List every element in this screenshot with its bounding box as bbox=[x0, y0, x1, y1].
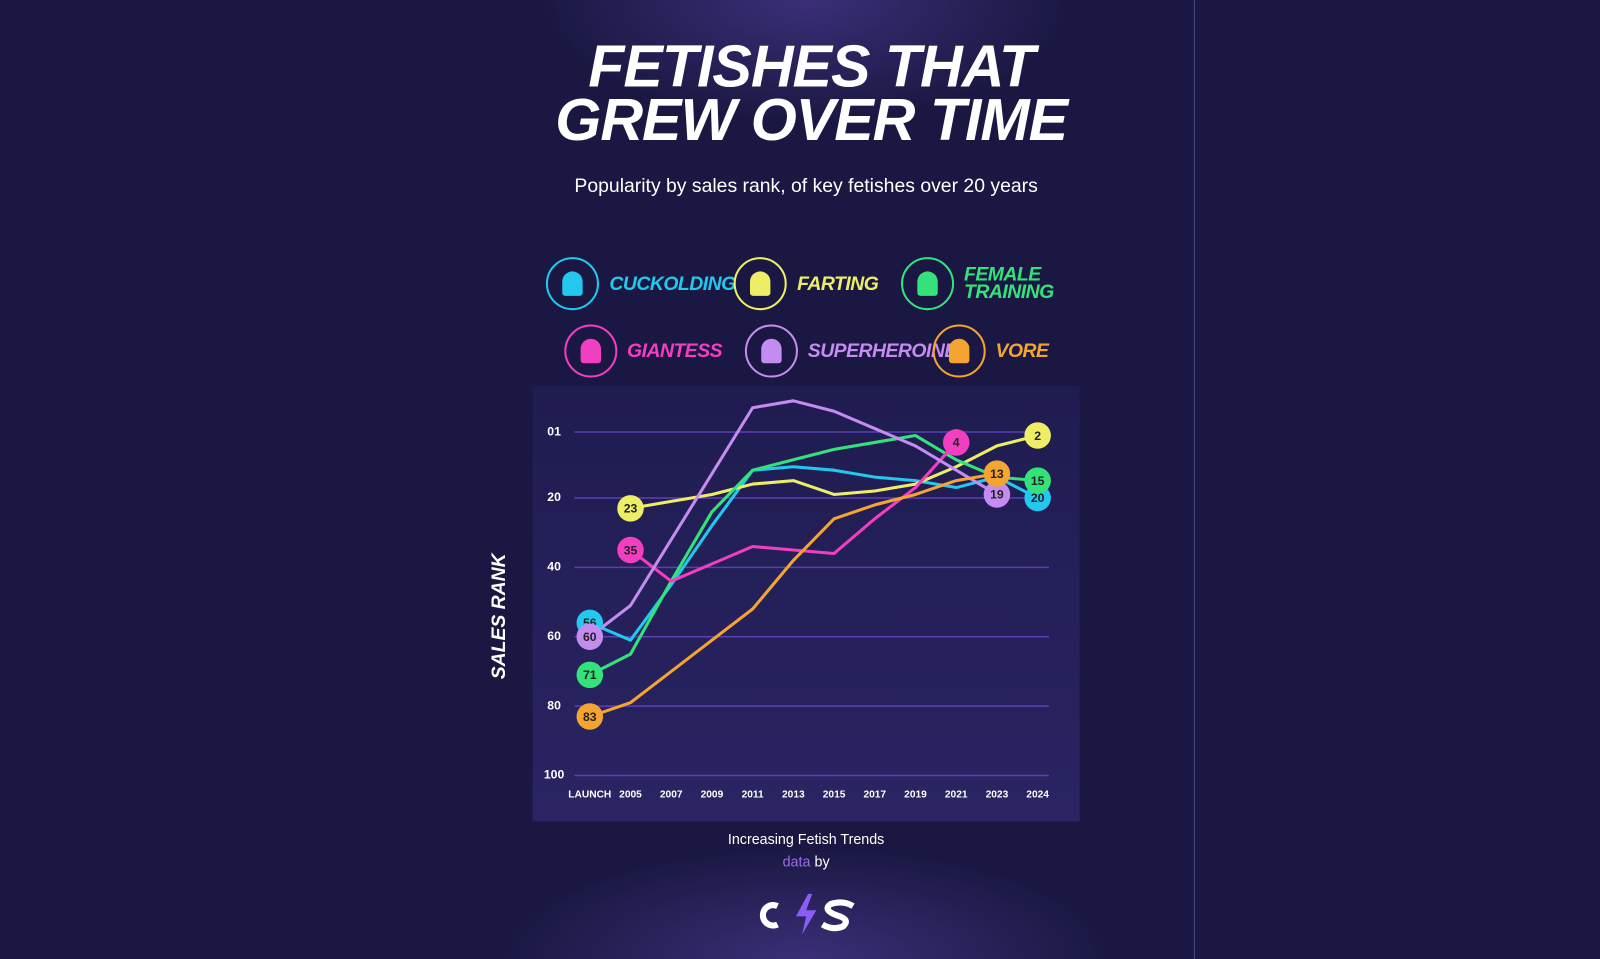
legend-item: FEMALE TRAINING bbox=[900, 257, 1066, 311]
plot-panel bbox=[532, 385, 1080, 822]
x-tick-label: LAUNCH bbox=[568, 790, 611, 801]
end-marker bbox=[1024, 467, 1051, 494]
legend-glyph bbox=[562, 271, 583, 296]
x-tick-label: 2013 bbox=[782, 790, 805, 801]
end-marker bbox=[983, 481, 1011, 508]
credit: data by bbox=[653, 853, 959, 869]
data-label: 19 bbox=[990, 488, 1004, 502]
legend-label: GIANTESS bbox=[627, 340, 723, 362]
x-tick-label: 2011 bbox=[742, 790, 764, 801]
data-label: 71 bbox=[583, 668, 597, 682]
legend-glyph bbox=[760, 338, 782, 364]
end-marker bbox=[1024, 422, 1051, 449]
y-axis-label: SALES RANK bbox=[488, 551, 510, 679]
legend-icon bbox=[733, 257, 787, 311]
x-tick-label: 2005 bbox=[619, 790, 642, 801]
legend-label: VORE bbox=[995, 340, 1049, 362]
legend-icon bbox=[546, 257, 600, 311]
y-tick-label: 80 bbox=[547, 698, 561, 712]
subtitle: Popularity by sales rank, of key fetishe… bbox=[574, 175, 1038, 197]
legend-glyph bbox=[917, 271, 938, 296]
legend-item: GIANTESS bbox=[563, 324, 723, 378]
end-marker bbox=[617, 536, 644, 564]
legend-glyph bbox=[580, 338, 601, 364]
x-tick-label: 2019 bbox=[904, 790, 927, 801]
x-tick-label: 2017 bbox=[863, 790, 886, 801]
legend-label: FARTING bbox=[797, 272, 879, 295]
title: FETISHES THAT GREW OVER TIME bbox=[555, 33, 1068, 154]
x-tick-label: 2007 bbox=[660, 790, 683, 801]
end-marker bbox=[576, 661, 604, 689]
x-tick-label: 2009 bbox=[701, 790, 724, 801]
end-marker bbox=[576, 703, 604, 730]
legend-item: FARTING bbox=[733, 257, 879, 311]
legend-item: CUCKOLDING bbox=[546, 257, 736, 311]
end-marker bbox=[617, 495, 644, 522]
series-line bbox=[589, 472, 998, 718]
data-label: 23 bbox=[624, 502, 638, 516]
data-label: 15 bbox=[1031, 474, 1045, 488]
y-tick-label: 01 bbox=[547, 424, 561, 438]
legend-item: VORE bbox=[932, 324, 1049, 378]
x-tick-label: 2023 bbox=[986, 790, 1009, 801]
legend-glyph bbox=[750, 271, 771, 296]
y-tick-label: 60 bbox=[547, 629, 561, 643]
x-tick-label: 2021 bbox=[945, 790, 968, 801]
data-label: 83 bbox=[583, 710, 597, 724]
divider bbox=[1193, 0, 1195, 959]
y-tick-label: 40 bbox=[547, 560, 561, 574]
end-marker bbox=[983, 460, 1011, 487]
x-tick-label: 2024 bbox=[1026, 790, 1049, 801]
legend-row: CUCKOLDING FARTING FEMALE TRAINING bbox=[449, 257, 1163, 311]
legend-icon bbox=[900, 257, 954, 311]
legend-icon bbox=[744, 324, 798, 378]
credit-text: by bbox=[814, 853, 830, 870]
series-line bbox=[589, 433, 1038, 677]
y-tick-label: 20 bbox=[547, 490, 561, 504]
end-marker bbox=[942, 429, 970, 456]
data-label: 60 bbox=[583, 630, 597, 644]
data-label: 4 bbox=[953, 436, 960, 450]
end-marker bbox=[576, 623, 604, 650]
legend-label: CUCKOLDING bbox=[609, 272, 736, 295]
logo bbox=[759, 893, 855, 935]
data-label: 20 bbox=[1031, 491, 1045, 505]
credit-link[interactable]: data bbox=[782, 853, 811, 870]
legend-icon bbox=[563, 324, 617, 378]
y-tick-label: 100 bbox=[544, 768, 565, 782]
legend-icon bbox=[932, 324, 986, 378]
legend-glyph bbox=[948, 338, 969, 364]
caption: Increasing Fetish Trends bbox=[727, 830, 885, 847]
data-label: 2 bbox=[1034, 429, 1041, 443]
x-tick-label: 2015 bbox=[823, 790, 846, 801]
data-label: 13 bbox=[990, 467, 1004, 481]
data-label: 35 bbox=[624, 543, 638, 557]
series-line bbox=[588, 399, 998, 638]
legend-label: FEMALE TRAINING bbox=[964, 264, 1054, 304]
legend-row: GIANTESS SUPERHEROINES VORE bbox=[449, 324, 1163, 378]
